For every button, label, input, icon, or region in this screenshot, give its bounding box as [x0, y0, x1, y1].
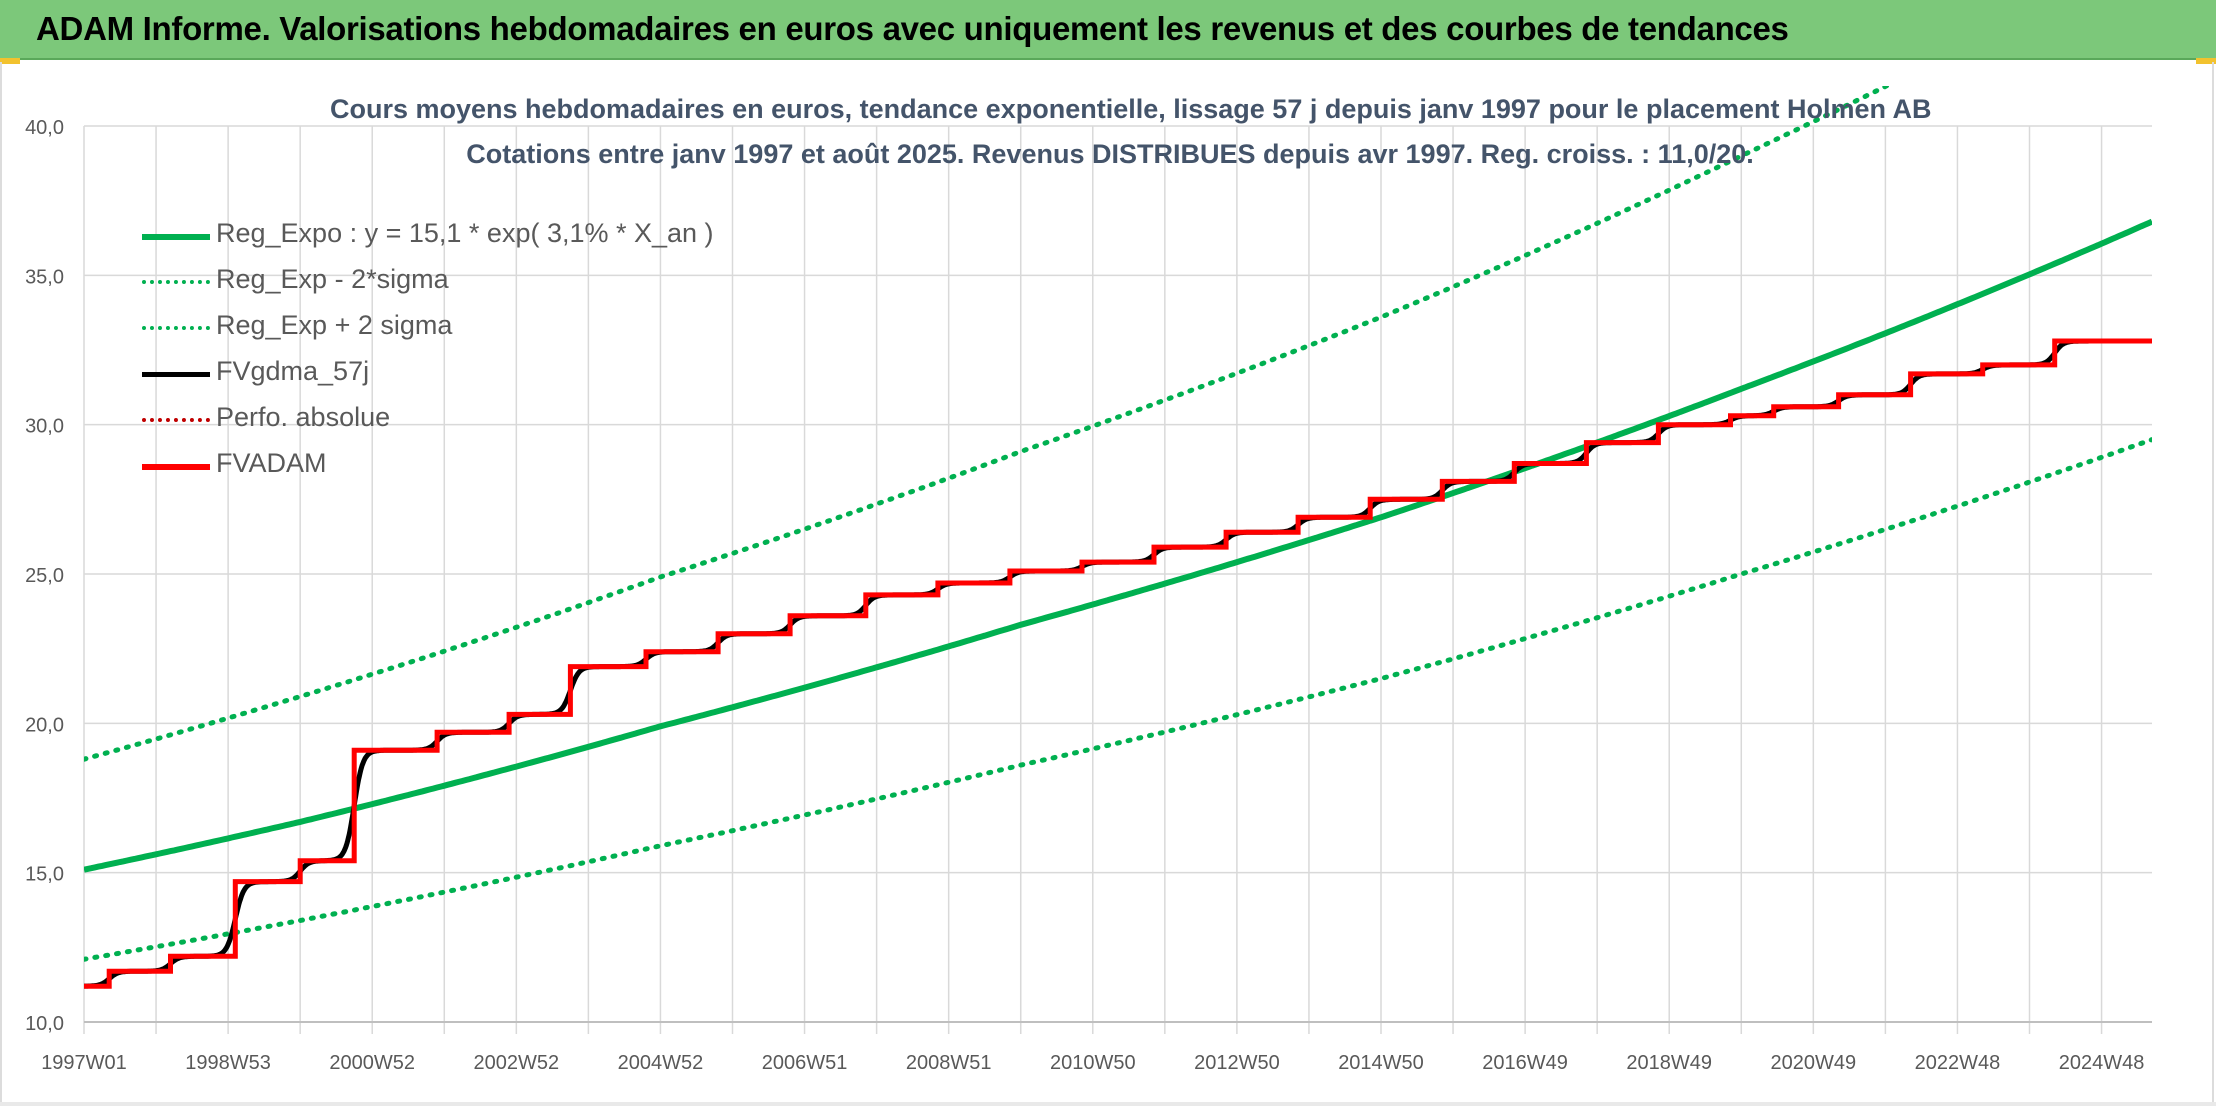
grid-lines — [83, 125, 2152, 1034]
legend-swatch — [142, 234, 210, 240]
x-tick-label: 1997W01 — [41, 1052, 127, 1074]
chart-title: Cours moyens hebdomadaires en euros, ten… — [330, 94, 1932, 124]
x-tick-label: 2016W49 — [1482, 1052, 1568, 1074]
legend-label: Reg_Exp - 2*sigma — [216, 264, 449, 294]
legend-item: FVgdma_57j — [142, 352, 762, 398]
y-tick-label: 40,0 — [25, 117, 64, 139]
legend-swatch — [142, 372, 210, 377]
legend-item: Reg_Expo : y = 15,1 * exp( 3,1% * X_an ) — [142, 214, 762, 260]
x-tick-label: 2014W50 — [1338, 1052, 1424, 1074]
y-tick-label: 35,0 — [25, 266, 64, 288]
legend-swatch — [142, 280, 210, 284]
series-reg-plus-2sigma — [84, 86, 1892, 762]
legend-swatch — [142, 464, 210, 470]
legend-label: Reg_Expo : y = 15,1 * exp( 3,1% * X_an ) — [216, 218, 714, 248]
left-border — [0, 62, 2, 1102]
x-tick-label: 2024W48 — [2059, 1052, 2145, 1074]
axis-ticks: 10,0 15,0 20,0 25,0 30,0 35,0 40,0 1997W01 1998W… — [25, 117, 2144, 1074]
chart-legend: Reg_Expo : y = 15,1 * exp( 3,1% * X_an )… — [142, 214, 762, 490]
legend-item: Reg_Exp + 2 sigma — [142, 306, 762, 352]
x-tick-label: 2020W49 — [1771, 1052, 1857, 1074]
legend-swatch — [142, 418, 210, 422]
y-tick-label: 15,0 — [25, 864, 64, 886]
right-border — [2212, 62, 2214, 1102]
legend-label: Perfo. absolue — [216, 402, 391, 432]
x-tick-label: 1998W53 — [185, 1052, 271, 1074]
corner-mark-right — [2196, 58, 2216, 64]
legend-label: Reg_Exp + 2 sigma — [216, 310, 453, 340]
x-tick-label: 2008W51 — [906, 1052, 992, 1074]
legend-label: FVgdma_57j — [216, 356, 370, 386]
y-tick-label: 30,0 — [25, 416, 64, 438]
y-tick-label: 10,0 — [25, 1013, 64, 1035]
corner-mark-left — [0, 58, 20, 64]
chart-subtitle: Cotations entre janv 1997 et août 2025. … — [466, 139, 1754, 169]
series-fvadam — [84, 338, 2152, 989]
report-title: ADAM Informe. Valorisations hebdomadaire… — [36, 10, 1789, 47]
x-tick-label: 2006W51 — [762, 1052, 848, 1074]
legend-item: FVADAM — [142, 444, 762, 490]
x-tick-label: 2000W52 — [329, 1052, 415, 1074]
series-lines — [84, 86, 2152, 989]
legend-item: Reg_Exp - 2*sigma — [142, 260, 762, 306]
series-reg-expo — [84, 218, 2152, 873]
x-tick-label: 2018W49 — [1626, 1052, 1712, 1074]
legend-label: FVADAM — [216, 448, 327, 478]
x-tick-label: 2002W52 — [474, 1052, 560, 1074]
legend-item: Perfo. absolue — [142, 398, 762, 444]
y-tick-label: 25,0 — [25, 565, 64, 587]
x-tick-label: 2012W50 — [1194, 1052, 1280, 1074]
x-tick-label: 2022W48 — [1915, 1052, 2001, 1074]
report-header: ADAM Informe. Valorisations hebdomadaire… — [0, 0, 2216, 60]
series-reg-minus-2sigma — [84, 437, 2152, 962]
bottom-border — [0, 1102, 2216, 1106]
x-tick-label: 2010W50 — [1050, 1052, 1136, 1074]
x-tick-label: 2004W52 — [618, 1052, 704, 1074]
y-tick-label: 20,0 — [25, 714, 64, 736]
legend-swatch — [142, 326, 210, 330]
